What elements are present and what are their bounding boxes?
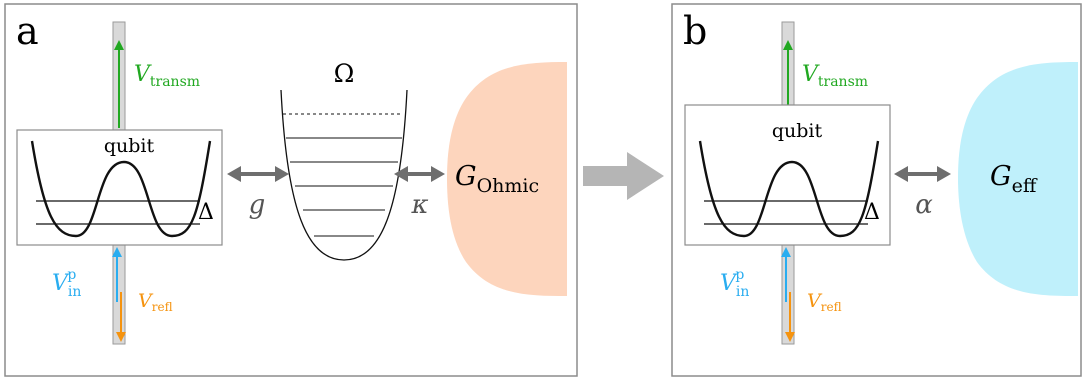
- resonator-frequency-label: Ω: [334, 59, 355, 88]
- coupling-alpha-arrow: [894, 166, 951, 182]
- double-well-potential-a: [30, 140, 212, 238]
- panel-b-label: b: [683, 9, 707, 53]
- v-transm-label-b: Vtransm: [802, 62, 868, 90]
- coupling-alpha-label: α: [915, 190, 933, 220]
- panel-a-label: a: [16, 9, 39, 53]
- v-in-label-a: Vinp: [52, 267, 81, 300]
- coupling-kappa-arrow: [394, 166, 445, 182]
- transition-arrow: [583, 152, 664, 200]
- bath-label-a: GOhmic: [455, 161, 539, 197]
- qubit-label-b: qubit: [772, 120, 823, 142]
- qubit-box-b: [684, 104, 891, 246]
- qubit-box-a: [16, 129, 223, 246]
- coupling-kappa-label: κ: [410, 190, 428, 220]
- ohmic-bath: [447, 62, 567, 296]
- resonator-potential: [280, 89, 408, 261]
- panel-a: a Vtransm Vinp Vrefl qubit Δ g Ω: [4, 3, 578, 377]
- delta-label-b: Δ: [864, 200, 880, 225]
- resonator-levels: [286, 137, 402, 237]
- delta-label-a: Δ: [198, 200, 214, 225]
- coupling-g-arrow: [227, 166, 289, 182]
- double-well-potential-b: [698, 140, 880, 238]
- v-in-label-b: Vinp: [720, 267, 749, 300]
- effective-bath: [958, 62, 1078, 296]
- v-refl-label-b: Vrefl: [807, 290, 842, 314]
- panel-b: b Vtransm Vinp Vrefl qubit Δ α Geff: [671, 3, 1082, 377]
- qubit-label-a: qubit: [104, 135, 155, 157]
- coupling-g-label: g: [249, 190, 266, 220]
- bath-label-b: Geff: [990, 161, 1038, 197]
- v-refl-label-a: Vrefl: [138, 290, 173, 314]
- v-transm-label-a: Vtransm: [134, 62, 200, 90]
